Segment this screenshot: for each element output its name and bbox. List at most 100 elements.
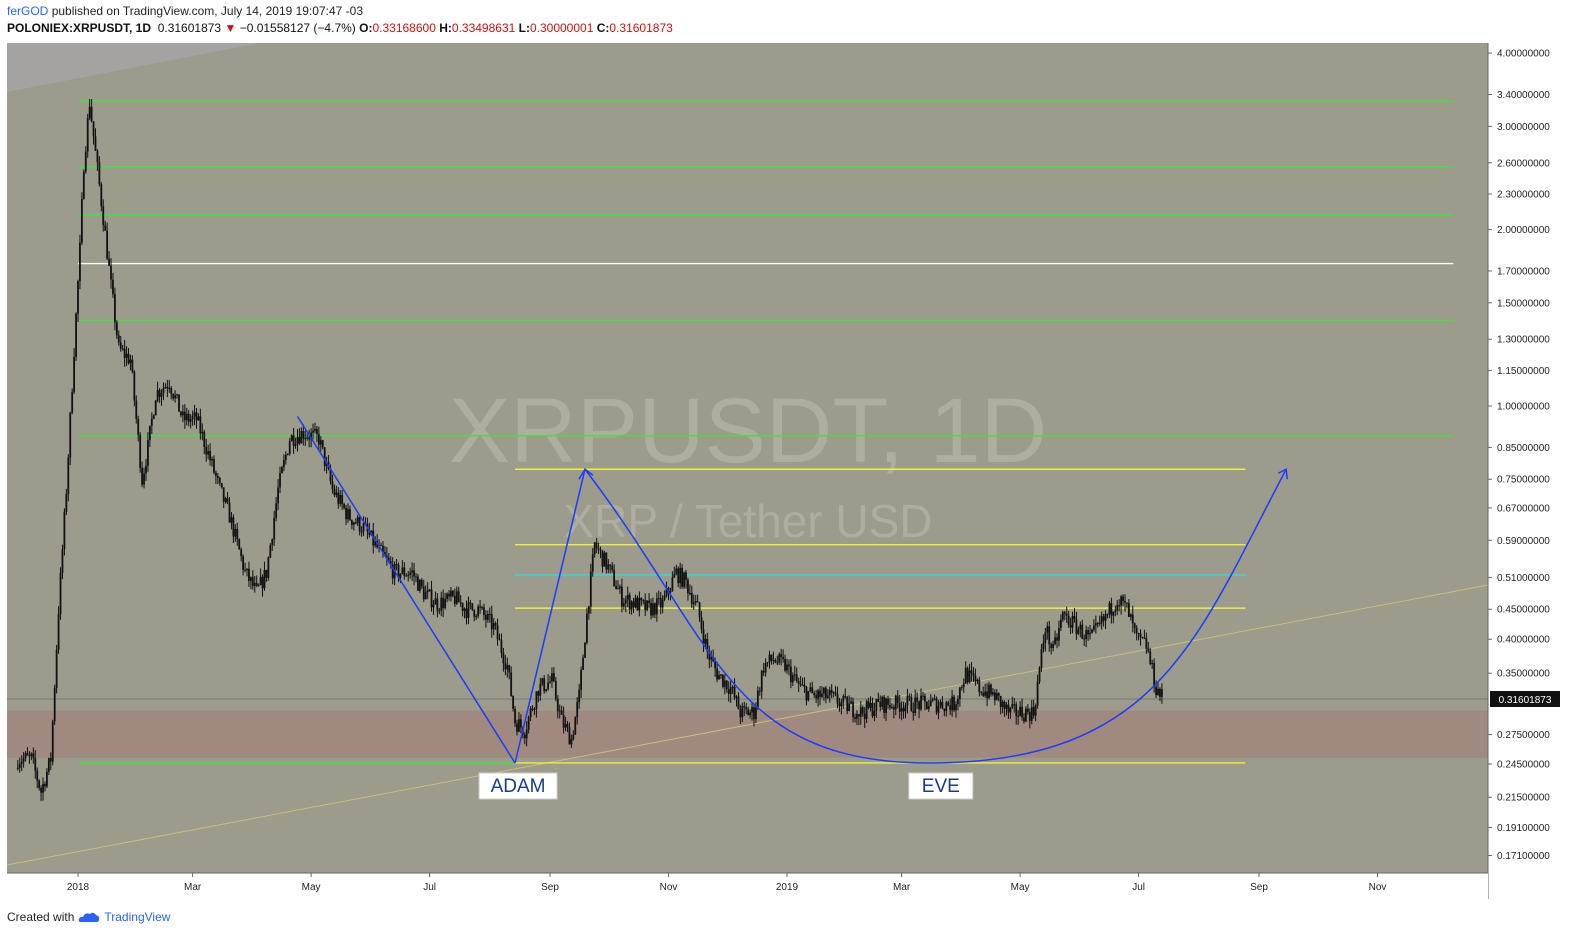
candle-body <box>42 783 44 793</box>
watermark-subtitle: XRP / Tether USD <box>563 495 932 547</box>
time-axis[interactable] <box>7 873 1488 899</box>
candle-body <box>813 693 816 696</box>
tradingview-link[interactable]: TradingView <box>104 910 171 924</box>
candle-body <box>1013 704 1016 706</box>
candle-body <box>518 719 520 732</box>
candle-body <box>646 600 649 611</box>
candle-body <box>164 386 167 389</box>
candle-body <box>1011 704 1014 708</box>
candle-body <box>24 753 27 759</box>
candle-body <box>467 602 470 618</box>
candle-body <box>453 595 456 604</box>
candle-body <box>947 702 950 706</box>
candle-body <box>281 467 283 474</box>
candle-body <box>883 696 886 713</box>
candle-body <box>731 686 734 688</box>
candle-body <box>519 719 522 728</box>
candle-body <box>795 674 798 682</box>
candle-body <box>220 482 223 488</box>
candle-body <box>788 664 790 667</box>
candle-body <box>525 729 528 739</box>
candle-body <box>615 585 617 589</box>
candle-body <box>448 593 450 597</box>
candle-body <box>213 458 215 473</box>
candle-body <box>275 503 278 518</box>
candle-body <box>53 687 56 722</box>
candle-body <box>912 711 915 713</box>
candle-body <box>257 584 260 586</box>
candle-body <box>824 687 827 699</box>
candle-body <box>1096 623 1099 625</box>
candle-body <box>1025 708 1027 722</box>
candle-body <box>1019 706 1021 716</box>
candle-body <box>82 171 85 199</box>
candle-body <box>681 567 684 587</box>
last-price: 0.31601873 <box>157 21 222 35</box>
candle-body <box>704 638 707 644</box>
candle-body <box>605 552 608 570</box>
y-tick-label: 0.45000000 <box>1497 605 1550 616</box>
candle-body <box>312 430 314 433</box>
candle-body <box>180 411 182 416</box>
candle-body <box>673 573 676 578</box>
candle-body <box>108 258 110 266</box>
candle-body <box>599 549 602 551</box>
candle-body <box>236 528 239 540</box>
candle-body <box>1009 707 1012 713</box>
candle-body <box>764 662 767 673</box>
candle-body <box>207 451 210 455</box>
candle-body <box>595 542 598 549</box>
candle-body <box>626 594 629 600</box>
candle-body <box>337 492 340 504</box>
candle-body <box>578 689 581 703</box>
candle-body <box>922 695 924 697</box>
candle-body <box>1071 616 1074 628</box>
candle-body <box>714 661 717 669</box>
candle-body <box>496 625 499 640</box>
candle-body <box>88 106 91 119</box>
candle-body <box>226 498 229 503</box>
candle-body <box>679 567 682 584</box>
candle-body <box>59 572 62 615</box>
candle-body <box>358 517 361 532</box>
candle-body <box>815 695 818 699</box>
candle-body <box>988 684 990 699</box>
author-link[interactable]: ferGOD <box>7 4 49 18</box>
candle-body <box>807 690 810 701</box>
candle-body <box>137 419 140 435</box>
candle-body <box>181 411 184 416</box>
candle-body <box>201 431 204 434</box>
candle-body <box>465 608 468 618</box>
candle-body <box>890 706 893 708</box>
candle-body <box>436 598 439 611</box>
candle-body <box>205 446 208 455</box>
candle-body <box>877 699 880 702</box>
y-tick-label: 1.00000000 <box>1497 402 1550 413</box>
candle-body <box>848 703 851 712</box>
candle-body <box>1127 603 1130 617</box>
candle-body <box>343 504 346 508</box>
candle-body <box>685 572 687 580</box>
price-axis[interactable] <box>1488 43 1588 873</box>
candle-body <box>925 701 928 710</box>
candle-body <box>892 706 895 710</box>
candle-body <box>224 498 227 502</box>
candle-body <box>504 663 507 670</box>
candle-body <box>304 438 307 440</box>
candle-body <box>242 556 245 570</box>
candle-body <box>593 542 596 555</box>
candle-body <box>403 567 406 576</box>
candle-body <box>174 395 177 399</box>
cup-curve <box>584 468 1287 764</box>
candle-body <box>401 567 404 574</box>
candle-body <box>80 198 83 243</box>
candle-body <box>319 440 322 445</box>
candle-body <box>805 686 808 701</box>
candle-body <box>271 539 274 546</box>
candle-body <box>859 707 862 717</box>
candle-body <box>1052 643 1055 649</box>
candle-body <box>170 388 173 394</box>
candle-body <box>970 670 973 674</box>
candle-body <box>700 617 703 630</box>
